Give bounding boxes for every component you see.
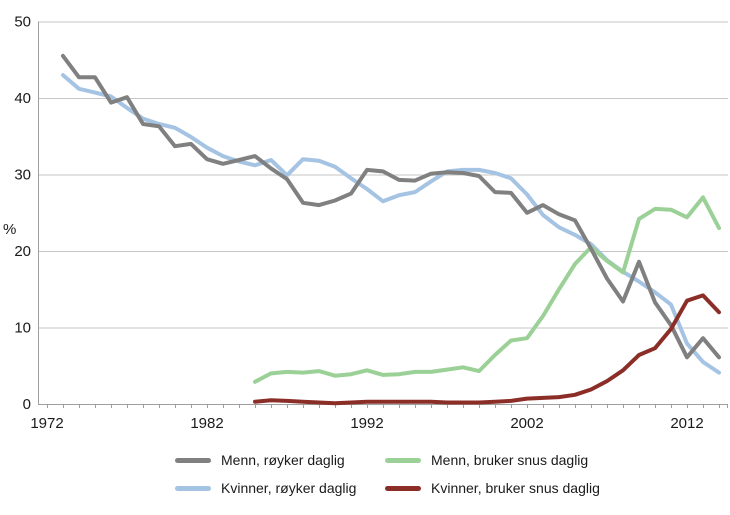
legend: Menn, røyker daglig Menn, bruker snus da… — [175, 451, 600, 497]
legend-swatch-menn-royker-line — [175, 457, 211, 463]
legend-label-kvinner-snus: Kvinner, bruker snus daglig — [431, 480, 600, 496]
series-line-2 — [253, 195, 721, 384]
y-tick-label-20: 20 — [14, 243, 31, 260]
legend-item-kvinner-royker: Kvinner, røyker daglig — [175, 479, 385, 497]
x-tick-label-2012: 2012 — [670, 415, 703, 432]
legend-item-kvinner-snus: Kvinner, bruker snus daglig — [385, 479, 600, 497]
x-tick-label-1972: 1972 — [30, 415, 63, 432]
series-line-3 — [253, 293, 721, 406]
y-tick-label-10: 10 — [14, 320, 31, 337]
legend-label-kvinner-royker: Kvinner, røyker daglig — [221, 480, 357, 496]
y-tick-label-40: 40 — [14, 90, 31, 107]
x-tick-label-2002: 2002 — [510, 415, 543, 432]
legend-swatch-kvinner-royker-line — [175, 485, 211, 491]
legend-label-menn-snus: Menn, bruker snus daglig — [431, 452, 589, 468]
legend-item-menn-royker: Menn, røyker daglig — [175, 451, 385, 469]
y-axis-unit-label: % — [3, 221, 16, 238]
x-tick-label-1992: 1992 — [350, 415, 383, 432]
legend-label-menn-royker: Menn, røyker daglig — [221, 452, 345, 468]
x-tick-label-1982: 1982 — [190, 415, 223, 432]
y-tick-label-30: 30 — [14, 167, 31, 184]
y-tick-label-50: 50 — [14, 14, 31, 31]
legend-swatch-kvinner-snus-line — [385, 485, 421, 491]
legend-item-menn-snus: Menn, bruker snus daglig — [385, 451, 600, 469]
series-line-0 — [61, 53, 721, 360]
y-tick-label-0: 0 — [23, 396, 31, 413]
legend-swatch-menn-snus-line — [385, 457, 421, 463]
line-chart-canvas: 0 10 20 30 40 50 1972 1982 1992 2002 2012% — [3, 14, 728, 432]
